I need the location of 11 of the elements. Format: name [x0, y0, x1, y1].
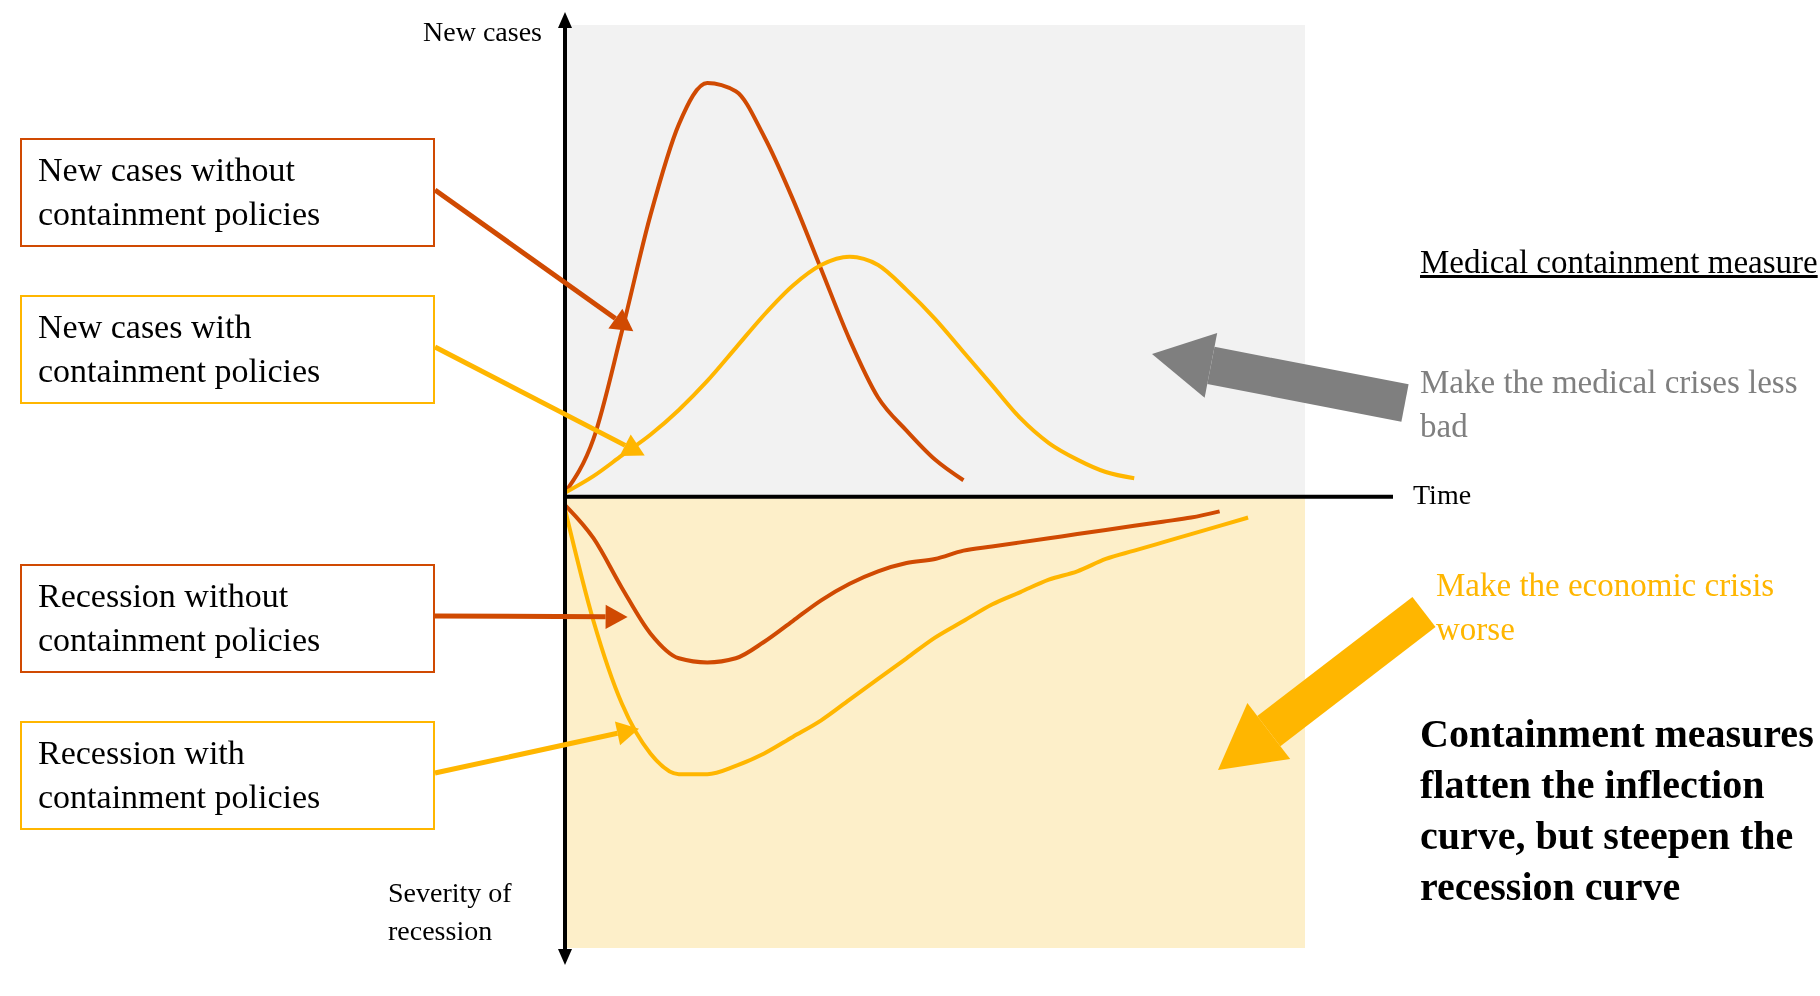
y-axis-title: New cases [423, 16, 542, 48]
x-axis-title: Time [1413, 478, 1472, 511]
text: Containment measures flatten the inflection curve, but steepen the recession curve [1420, 710, 1815, 911]
text: Recession without containment policies [20, 564, 435, 673]
text: New cases with containment policies [20, 295, 435, 404]
text: Recession with containment policies [20, 721, 435, 830]
text: Make the medical crises less bad [1420, 363, 1799, 446]
text: New cases without containment policies [20, 138, 435, 247]
text: Severity of recession [388, 876, 513, 948]
text: Medical containment measure [1420, 243, 1819, 282]
text: Make the economic crisis worse [1436, 566, 1776, 649]
